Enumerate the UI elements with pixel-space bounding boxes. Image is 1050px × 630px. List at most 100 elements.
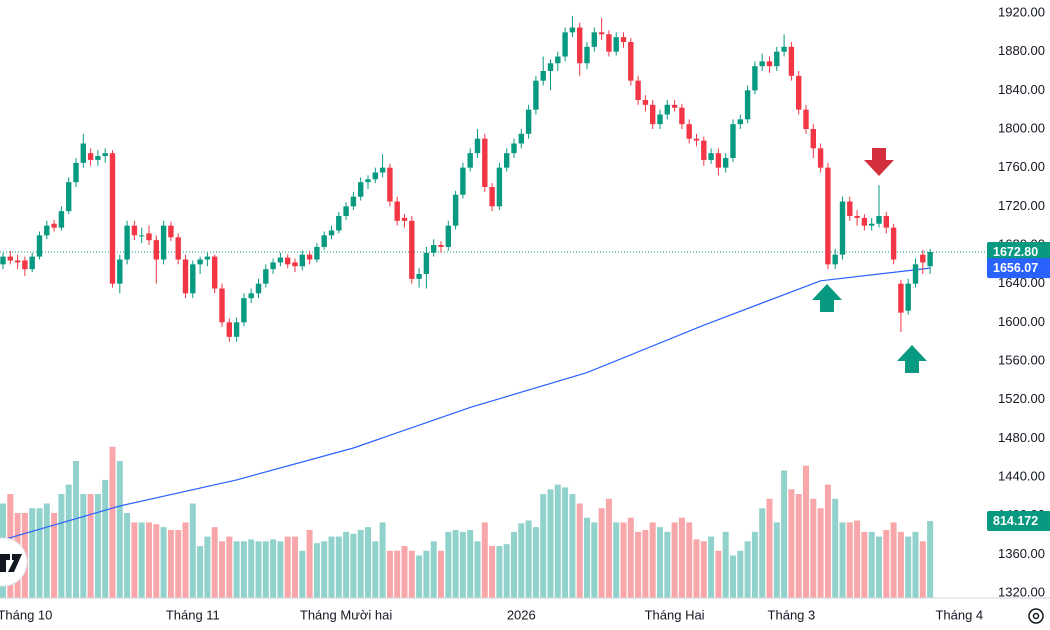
volume-bar [824, 484, 831, 598]
volume-value-box [987, 511, 1050, 532]
candle-body [854, 216, 860, 218]
volume-bar [29, 508, 36, 598]
candle-body [525, 109, 532, 134]
candle-body [620, 37, 627, 42]
candle-body [321, 235, 327, 247]
settings-icon[interactable] [1028, 608, 1044, 624]
volume-bar [146, 522, 152, 598]
last-price-box [987, 241, 1050, 262]
volume-bar [401, 546, 408, 598]
volume-bar [861, 531, 868, 598]
candle-body [927, 251, 933, 267]
candle-body [518, 133, 524, 144]
candle-body [467, 153, 473, 168]
candle-body [270, 262, 276, 270]
candle-body [160, 225, 167, 260]
candle-body [679, 107, 685, 125]
volume-bar [613, 522, 620, 598]
candle-body [73, 162, 79, 183]
candle-body [496, 167, 503, 207]
moving-average-line [2, 267, 931, 541]
candle-body [912, 264, 919, 284]
volume-bar [686, 522, 693, 598]
candle-body [613, 37, 619, 52]
volume-bar [233, 541, 240, 598]
candle-body [336, 216, 342, 231]
volume-bar [766, 498, 773, 598]
volume-bar [131, 522, 138, 598]
candle-body [759, 61, 765, 67]
last-price-label: 1672.80 [993, 245, 1038, 259]
volume-bar [299, 550, 306, 598]
volume-bar [343, 531, 350, 598]
volume-bar [664, 531, 671, 598]
volume-bar [693, 539, 700, 598]
volume-bar [51, 512, 58, 598]
volume-bar [306, 529, 313, 598]
candle-body [299, 254, 305, 267]
candle-body [635, 80, 641, 100]
volume-bar [379, 522, 386, 598]
volume-bar [927, 521, 934, 598]
candle-body [701, 140, 707, 160]
x-tick-label: Tháng Hai [645, 607, 705, 622]
candle-body [438, 245, 444, 247]
volume-bar [817, 508, 824, 598]
volume-bar [569, 494, 576, 598]
volume-bar [876, 536, 882, 598]
candle-body [555, 56, 561, 64]
volume-value-label: 814.172 [993, 514, 1038, 528]
volume-bar [649, 522, 656, 598]
volume-bar [598, 508, 605, 598]
ma-value-box [987, 258, 1050, 279]
y-tick-label: 1880.00 [998, 43, 1045, 58]
volume-bar [620, 522, 627, 598]
candle-body [190, 264, 196, 294]
candle-body [372, 172, 378, 180]
y-tick-label: 1760.00 [998, 159, 1045, 174]
volume-bar [854, 520, 861, 598]
candle-body [233, 322, 240, 337]
candle-body [905, 283, 911, 311]
volume-bar [715, 550, 722, 598]
candle-body [153, 240, 159, 260]
candle-body [482, 138, 488, 187]
y-tick-label: 1320.00 [998, 584, 1045, 599]
volume-bar [321, 541, 328, 598]
candle-body [182, 259, 189, 294]
candle-body [781, 46, 787, 52]
volume-bar [503, 544, 510, 598]
candle-body [131, 225, 138, 236]
candle-body [869, 223, 875, 226]
volume-bar [138, 522, 145, 598]
volume-bar [408, 550, 415, 598]
volume-bar [175, 529, 182, 598]
volume-bar [562, 487, 569, 598]
candle-body [379, 167, 386, 173]
candle-body [350, 196, 357, 207]
candle-body [788, 46, 795, 76]
candle-body [22, 260, 28, 270]
candle-body [212, 256, 218, 289]
candle-body [175, 237, 181, 260]
volume-bar [438, 550, 444, 598]
volume-bar [240, 541, 247, 598]
volume-bar [292, 536, 298, 598]
candle-body [416, 274, 422, 279]
volume-bar [511, 531, 517, 598]
y-tick-label: 1440.00 [998, 468, 1045, 483]
candle-body [87, 153, 94, 160]
candle-body [876, 216, 882, 224]
y-tick-label: 1720.00 [998, 198, 1045, 213]
x-tick-label: Tháng Mười hai [300, 607, 392, 622]
volume-bar [868, 531, 875, 598]
candle-body [730, 124, 736, 158]
candle-body [752, 66, 758, 91]
candle-body [292, 262, 298, 267]
candle-body [708, 153, 714, 160]
volume-bar [605, 498, 612, 598]
volume-bar [153, 524, 160, 598]
candle-body [825, 167, 831, 265]
x-tick-label: Tháng 3 [768, 607, 816, 622]
candle-body [577, 27, 583, 64]
